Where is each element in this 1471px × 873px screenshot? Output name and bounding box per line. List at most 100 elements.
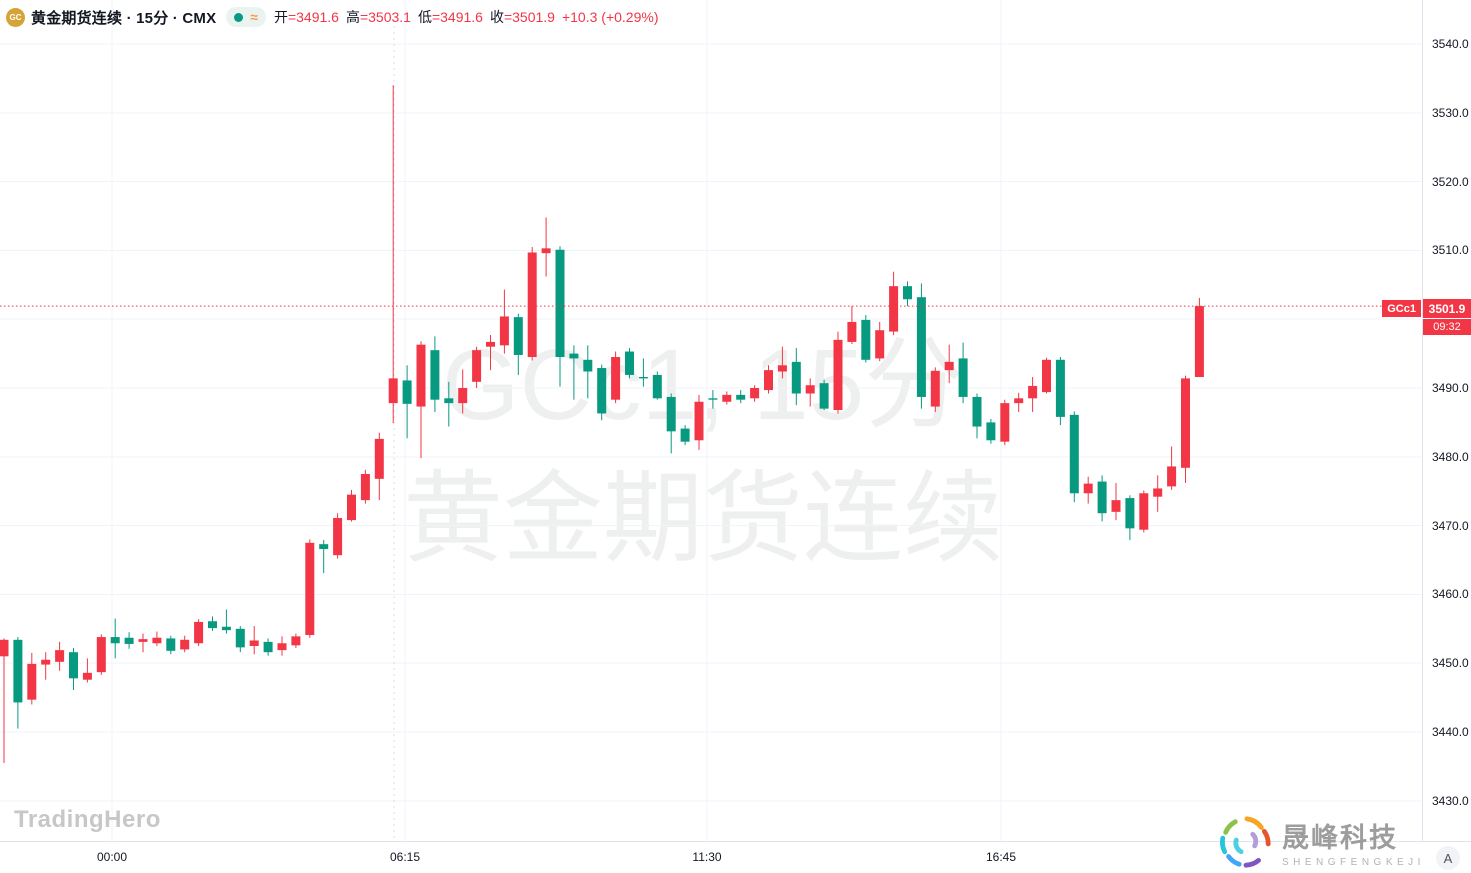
candle-body (1028, 385, 1038, 399)
candle-body (1069, 414, 1079, 494)
bar-countdown-label: 09:32 (1423, 319, 1471, 335)
candle-body (221, 626, 231, 631)
time-tick-label: 16:45 (985, 850, 1017, 864)
open-label: 开 (273, 9, 288, 25)
candle-body (138, 639, 148, 642)
chart-legend: GC 黄金期货连续 · 15分 · CMX ≈ 开 =3491.6 高 =3503.… (6, 6, 658, 28)
tradinghero-logo: TradingHero (14, 806, 161, 833)
candle-body (638, 376, 648, 379)
price-tick-label: 3440.0 (1432, 725, 1469, 739)
watermark-name: 黄金期货连续 (403, 463, 1003, 575)
price-axis[interactable]: 3540.0 3530.0 3520.0 3510.0 3490.0 3480.0 3470… (1423, 0, 1471, 841)
candle-body (0, 639, 9, 657)
candle-body (944, 361, 954, 371)
time-tick-label: 00:00 (96, 850, 128, 864)
candle-body (750, 388, 760, 399)
candle-body (708, 398, 718, 400)
market-status-chip[interactable]: ≈ (226, 7, 266, 27)
candle-body (1111, 500, 1121, 512)
candle-body (903, 286, 912, 300)
candle-body (249, 640, 259, 646)
candle-body (124, 637, 134, 644)
candle-body (625, 351, 634, 375)
candle-body (360, 474, 370, 501)
candle-body (152, 637, 162, 644)
candle-body (819, 383, 829, 409)
candle-body (69, 652, 78, 679)
price-tick-label: 3490.0 (1432, 381, 1469, 395)
candle-body (277, 643, 287, 651)
candle-body (1097, 481, 1107, 514)
candle-body (958, 358, 968, 397)
high-label: 高 (345, 9, 360, 25)
price-tick-label: 3430.0 (1432, 793, 1469, 808)
brand-logo: 晟峰科技 SHENGFENGKEJI (1216, 812, 1466, 872)
candle-body (1042, 359, 1051, 393)
candle-body (569, 353, 579, 359)
timezone-button[interactable]: A (1436, 846, 1460, 870)
candle-body (1083, 483, 1093, 494)
candle-body (1167, 466, 1177, 487)
candle-body (27, 663, 37, 700)
candle-body (96, 637, 106, 673)
candle-body (82, 672, 92, 680)
candle-body (764, 370, 773, 391)
candle-body (722, 394, 732, 402)
candle-body (13, 639, 23, 703)
high-value: =3503.1 (359, 9, 411, 25)
candle-body (611, 357, 621, 400)
candle-body (194, 621, 204, 644)
candle-body (416, 344, 426, 407)
candle-body (472, 350, 482, 382)
candle-body (777, 365, 787, 372)
low-value: =3491.6 (431, 9, 483, 25)
candle-body (55, 650, 65, 662)
candle-body (486, 341, 495, 347)
candle-body (833, 339, 843, 411)
price-tick-label: 3510.0 (1432, 243, 1469, 258)
candle-body (791, 361, 801, 394)
candle-body (333, 518, 343, 556)
candle-body (208, 621, 217, 629)
candle-body (847, 321, 857, 342)
candle-body (597, 368, 607, 414)
candle-body (374, 438, 384, 479)
brand-name-cn: 晟峰科技 (1282, 823, 1398, 853)
candle-body (972, 396, 982, 427)
candle-body (861, 319, 871, 360)
time-tick-label: 11:30 (692, 850, 722, 864)
candle-body (291, 636, 301, 646)
candle-body (930, 370, 940, 407)
change-value: +10.3 (+0.29%) (561, 9, 659, 25)
candle-body (1000, 403, 1010, 442)
time-tick-label: 06:15 (389, 850, 421, 864)
candle-body (235, 628, 245, 648)
candle-body (1194, 306, 1204, 377)
candle-body (388, 378, 398, 404)
price-axis-border (1422, 0, 1423, 872)
candle-body (889, 286, 899, 332)
candle-body (458, 388, 468, 404)
low-label: 低 (417, 9, 432, 25)
candle-body (694, 401, 704, 441)
price-tick-label: 3520.0 (1432, 174, 1469, 189)
candlestick-chart[interactable] (0, 0, 1422, 841)
symbol-price-flag: GCc1 (1382, 300, 1421, 317)
candle-body (430, 350, 440, 400)
candle-body (916, 297, 926, 397)
candle-body (805, 385, 815, 394)
candle-body (1139, 493, 1149, 530)
candle-body (347, 494, 356, 521)
candle-body (736, 394, 746, 400)
candle-body (513, 317, 523, 355)
price-tick-label: 3470.0 (1432, 518, 1469, 533)
symbol-title[interactable]: 黄金期货连续 · 15分 · CMX (31, 9, 217, 27)
candle-body (499, 316, 509, 346)
candle-body (541, 248, 551, 254)
candle-body (1014, 398, 1024, 404)
time-axis[interactable]: 00:00 06:15 11:30 16:45 (0, 841, 1471, 873)
brand-pinwheel-icon (1219, 816, 1271, 868)
price-tick-label: 3540.0 (1432, 37, 1469, 51)
candle-body (180, 639, 190, 650)
candle-body (1055, 359, 1065, 417)
